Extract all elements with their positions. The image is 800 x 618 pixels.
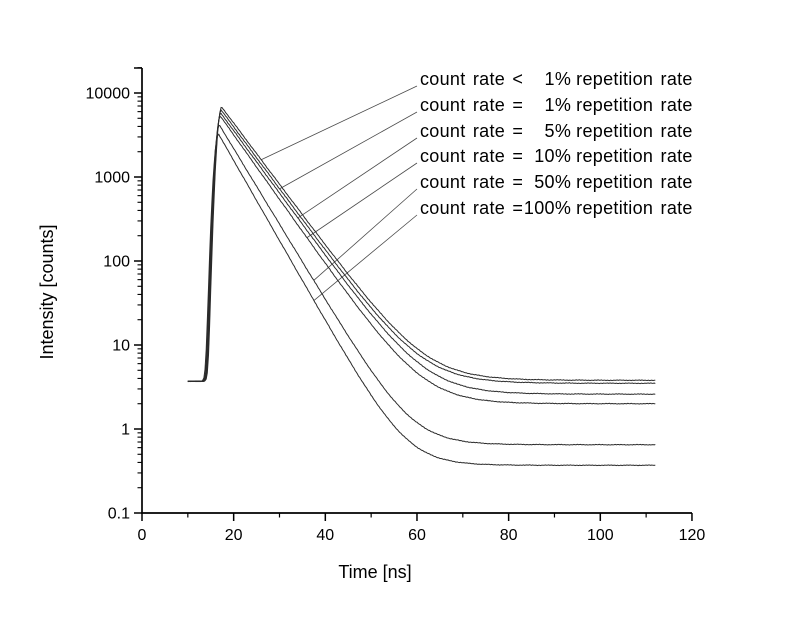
legend-prefix: count rate =	[420, 172, 524, 192]
decay-curve-1	[187, 106, 656, 383]
y-tick-label: 10	[112, 338, 130, 355]
decay-curve-2	[187, 109, 656, 385]
legend-value: 100%	[523, 198, 572, 218]
leader-line-1	[260, 85, 418, 161]
y-tick-labels: 10000 1000 100 10 1 0.1	[86, 86, 131, 523]
axes	[134, 67, 693, 521]
decay-curve-6	[187, 133, 656, 467]
legend-value: 50%	[534, 172, 572, 192]
x-tick-label: 80	[500, 527, 518, 544]
leader-lines	[260, 85, 418, 301]
y-tick-label: 10000	[86, 86, 131, 103]
legend-suffix: repetition rate	[576, 69, 693, 89]
x-axis-title: Time [ns]	[338, 562, 411, 582]
legend-suffix: repetition rate	[576, 121, 693, 141]
legend-suffix: repetition rate	[576, 172, 693, 192]
legend-value: 1%	[544, 95, 572, 115]
leader-line-4	[306, 162, 418, 238]
y-tick-label: 0.1	[108, 506, 130, 523]
x-tick-label: 40	[316, 527, 334, 544]
decay-curve-5	[187, 124, 656, 446]
legend-prefix: count rate =	[420, 121, 524, 141]
legend-item: count rate = 5% repetition rate	[420, 121, 693, 143]
x-tick-label: 100	[587, 527, 614, 544]
x-tick-labels: 0 20 40 60 80 100 120	[138, 527, 706, 544]
legend-prefix: count rate =	[420, 95, 524, 115]
y-tick-label: 1000	[94, 170, 130, 187]
legend-item: count rate = 50% repetition rate	[420, 172, 693, 194]
leader-line-3	[297, 137, 418, 219]
legend-suffix: repetition rate	[576, 198, 693, 218]
leader-line-6	[313, 214, 418, 301]
legend-item: count rate = 10% repetition rate	[420, 146, 693, 168]
decay-curve-3	[187, 112, 656, 396]
legend-item: count rate = 1% repetition rate	[420, 95, 693, 117]
decay-curves	[187, 106, 656, 467]
legend-prefix: count rate =	[420, 198, 524, 218]
legend-value: 1%	[544, 69, 572, 89]
y-axis-title: Intensity [counts]	[37, 224, 57, 359]
x-tick-label: 60	[408, 527, 426, 544]
x-tick-label: 20	[225, 527, 243, 544]
legend-suffix: repetition rate	[576, 146, 693, 166]
legend-value: 5%	[544, 121, 572, 141]
decay-curve-4	[187, 115, 656, 405]
legend-prefix: count rate =	[420, 146, 524, 166]
legend-item: count rate < 1% repetition rate	[420, 69, 693, 91]
legend-suffix: repetition rate	[576, 95, 693, 115]
y-tick-label: 1	[121, 422, 130, 439]
x-tick-label: 0	[138, 527, 147, 544]
y-tick-label: 100	[103, 254, 130, 271]
leader-line-2	[279, 111, 418, 190]
leader-line-5	[313, 188, 418, 281]
x-tick-label: 120	[679, 527, 706, 544]
legend-value: 10%	[534, 146, 572, 166]
legend-prefix: count rate <	[420, 69, 524, 89]
legend-item: count rate = 100% repetition rate	[420, 198, 693, 220]
